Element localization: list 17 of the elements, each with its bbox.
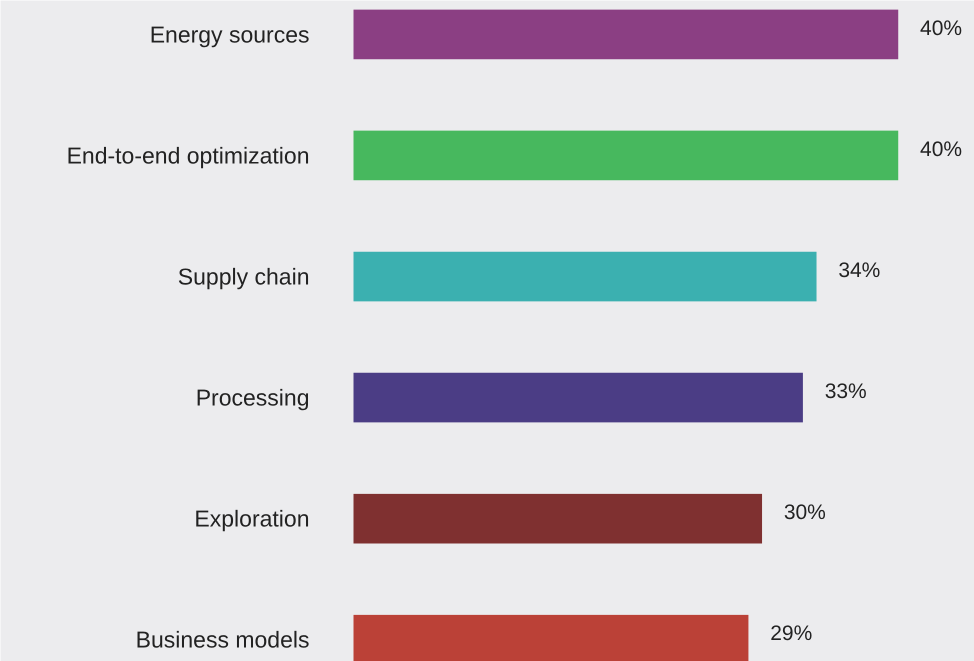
data-label: 33% <box>824 380 867 404</box>
bar <box>354 10 898 60</box>
bar <box>354 372 803 422</box>
y-tick-label: End-to-end optimization <box>66 142 310 168</box>
bar <box>354 252 817 302</box>
bar <box>354 494 762 544</box>
data-label: 40% <box>920 16 962 40</box>
y-tick-label: Supply chain <box>178 264 310 290</box>
data-label: 40% <box>920 138 962 161</box>
y-tick-label: Exploration <box>194 506 310 532</box>
data-label: 30% <box>784 501 826 524</box>
data-label: 34% <box>838 259 880 282</box>
y-tick-label: Energy sources <box>150 21 310 48</box>
y-tick-label: Business models <box>136 626 310 653</box>
bar <box>354 130 898 180</box>
y-tick-label: Processing <box>196 384 310 411</box>
data-label: 29% <box>770 622 812 646</box>
